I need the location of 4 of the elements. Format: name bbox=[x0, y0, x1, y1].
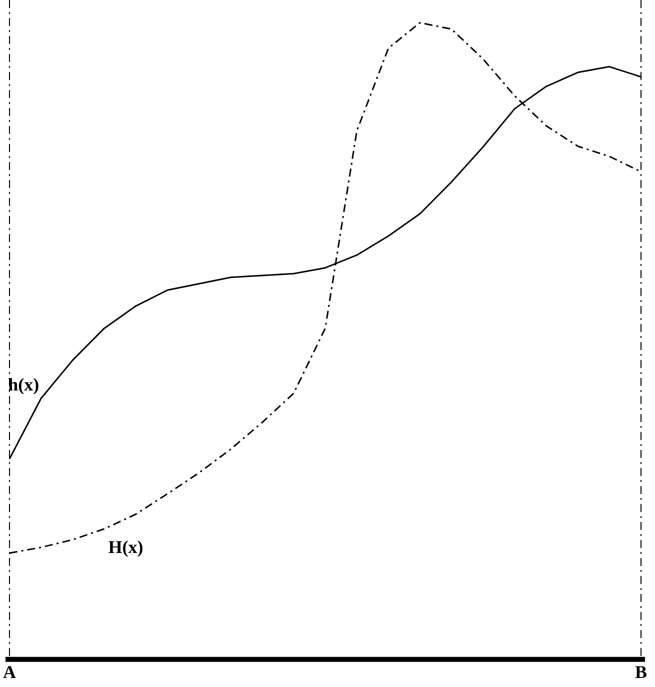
series-label: H(x) bbox=[108, 536, 144, 557]
series-label: h(x) bbox=[8, 374, 40, 394]
x-tick-label: A bbox=[3, 662, 16, 682]
x-tick-label: B bbox=[634, 662, 648, 682]
